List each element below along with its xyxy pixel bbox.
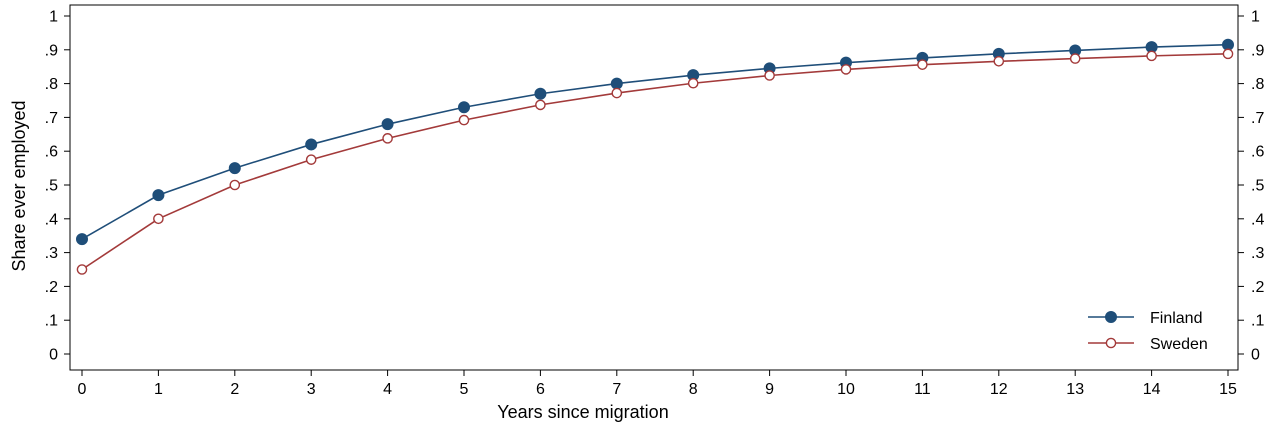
y-tick-label-right: .4 [1251,211,1264,228]
y-tick-label-left: .6 [45,144,58,161]
x-tick-label: 1 [154,381,163,398]
x-tick-label: 2 [230,381,239,398]
y-tick-label-left: .9 [45,42,58,59]
plot-frame [69,4,1239,371]
data-point [76,264,88,275]
series-line [81,53,1229,271]
data-point [229,179,241,191]
x-tick-label: 14 [1143,381,1161,398]
x-tick-label: 6 [536,381,545,398]
legend-marker [1105,337,1117,349]
x-tick-label: 13 [1066,381,1084,398]
data-point [534,87,547,100]
legend-item-finland: Finland [1088,310,1202,327]
y-tick-label-left: .1 [45,313,58,330]
y-tick-label-right: .6 [1251,144,1264,161]
x-tick-label: 9 [765,381,774,398]
legend-marker [1105,311,1117,323]
data-point [993,55,1005,67]
data-point [381,118,394,131]
data-point [458,114,470,126]
x-tick-label: 15 [1219,381,1237,398]
y-axis-title: Share ever employed [9,100,29,271]
y-tick-label-left: .3 [45,245,58,262]
y-axis-right: 0 .1 .2 .3 .4 .5 .6 .7 .8 .9 1 [1238,9,1264,364]
y-tick-label-left: .2 [45,279,58,296]
y-tick-label-right: .1 [1251,313,1264,330]
x-axis: 0 1 2 3 4 5 6 7 8 9 10 11 12 13 14 15 [78,370,1237,398]
y-tick-label-left: .7 [45,110,58,127]
y-tick-label-right: .9 [1251,42,1264,59]
x-tick-label: 0 [78,381,87,398]
series-finland [76,38,1234,246]
x-tick-label: 4 [383,381,392,398]
data-point [611,87,623,99]
data-point [1222,48,1234,60]
data-point [764,70,775,81]
data-point [305,138,318,151]
y-tick-label-right: 1 [1251,9,1260,26]
x-tick-label: 5 [460,381,469,398]
data-point [152,189,165,202]
x-tick-label: 10 [837,381,855,398]
data-point [1146,50,1157,62]
data-point [305,154,317,165]
data-point [458,101,470,114]
x-tick-label: 12 [990,381,1008,398]
x-tick-label: 11 [914,381,931,398]
y-tick-label-left: 0 [49,347,58,364]
data-point [917,59,928,70]
data-point [535,99,546,111]
data-point [76,233,88,246]
y-tick-label-left: .4 [45,211,58,228]
y-tick-label-left: .8 [45,76,58,93]
data-point [1069,53,1081,64]
y-axis-left: 0 .1 .2 .3 .4 .5 .6 .7 .8 .9 1 [45,9,70,364]
x-axis-title: Years since migration [497,402,668,422]
x-tick-label: 8 [689,381,698,398]
y-tick-label-right: .2 [1251,279,1264,296]
legend-item-sweden: Sweden [1088,336,1208,353]
y-tick-label-left: 1 [49,9,58,26]
series-line [81,43,1229,240]
series-layer [76,38,1234,275]
legend-label: Finland [1150,310,1202,327]
data-point [153,213,164,225]
y-tick-label-right: .7 [1251,110,1264,127]
y-tick-label-right: 0 [1251,347,1260,364]
y-tick-label-right: .5 [1251,178,1264,195]
data-point [382,133,393,144]
data-point [610,77,623,90]
series-sweden [76,48,1234,275]
x-tick-label: 7 [612,381,621,398]
legend-label: Sweden [1150,336,1208,353]
legend: Finland Sweden [1088,310,1208,353]
data-point [687,77,699,89]
y-tick-label-left: .5 [45,178,58,195]
x-tick-label: 3 [307,381,316,398]
y-tick-label-right: .8 [1251,76,1264,93]
y-tick-label-right: .3 [1251,245,1264,262]
data-point [840,64,852,75]
data-point [228,162,241,175]
